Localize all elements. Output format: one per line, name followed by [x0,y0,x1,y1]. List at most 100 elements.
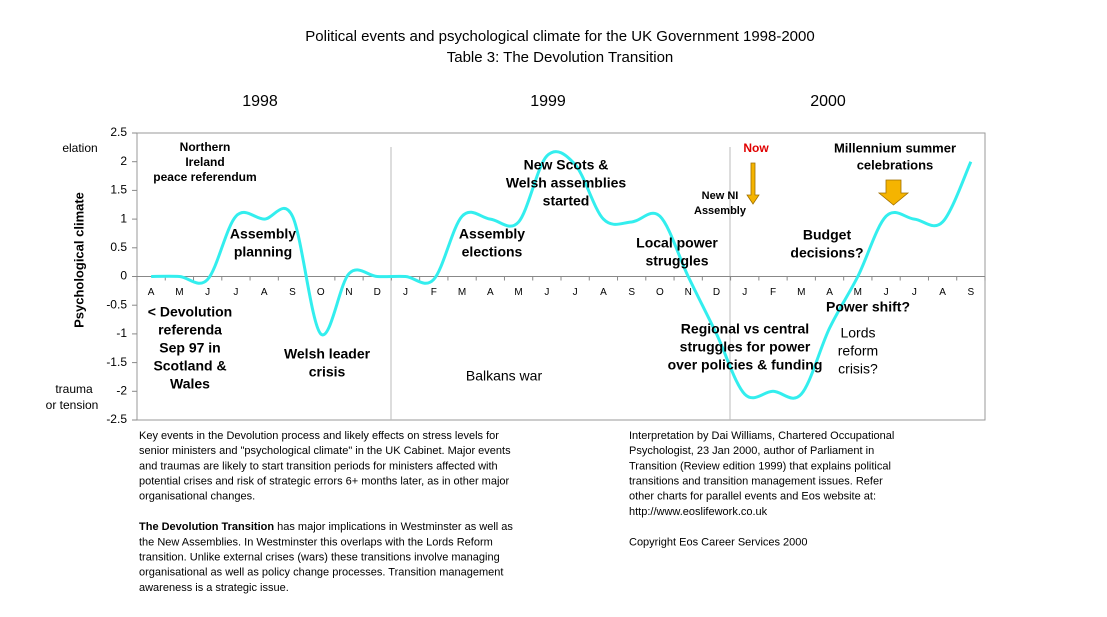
annotation: peace referendum [153,170,256,184]
x-tick-label: F [431,287,437,298]
y-tick-label: 1 [120,211,127,225]
x-tick-label: O [317,287,325,298]
x-tick-label: J [233,287,238,298]
annotation: Sep 97 in [159,340,220,356]
annotation: Local power [636,235,718,251]
note-line: and traumas are likely to start transiti… [139,460,498,472]
y-tick-label: -1.5 [106,355,127,369]
x-tick-label: A [939,287,946,298]
celebration-arrow [877,179,910,206]
annotation: struggles for power [680,339,811,355]
annotation: Lords [840,325,875,341]
notes: Key events in the Devolution process and… [139,430,894,594]
annotation: referenda [158,322,222,338]
annotation: Welsh leader [284,346,371,362]
annotation: Millennium summer [834,140,956,155]
annotation: crisis? [838,361,878,377]
note-line: Transition (Review edition 1999) that ex… [629,460,891,472]
y-axis-label: Psychological climate [71,192,86,328]
year-label: 1998 [242,93,278,110]
annotation: struggles [645,253,708,269]
chart-title: Political events and psychological clima… [305,28,814,45]
note-line: transition. Unlike external crises (wars… [139,552,500,564]
x-tick-label: S [289,287,296,298]
y-top-label: elation [62,141,97,155]
x-tick-label: A [261,287,268,298]
annotation: reform [838,343,878,359]
annotation: Scotland & [153,358,226,374]
note-line: organisational changes. [139,491,255,503]
y-tick-label: -0.5 [106,297,127,311]
chart-subtitle: Table 3: The Devolution Transition [447,49,674,66]
annotation: Budget [803,227,852,243]
x-tick-label: S [968,287,975,298]
note-line: organisational as well as policy change … [139,567,503,579]
y-bottom-label: trauma [55,382,93,396]
note-line: senior ministers and "psychological clim… [139,445,511,457]
x-tick-label: D [374,287,381,298]
y-tick-label: 1.5 [110,183,127,197]
y-tick-label: 0 [120,269,127,283]
y-bottom-label: or tension [46,398,99,412]
year-label: 2000 [810,93,846,110]
x-tick-label: J [573,287,578,298]
annotation: crisis [309,364,346,380]
note-line: The Devolution Transition has major impl… [139,521,513,533]
year-label: 1999 [530,93,566,110]
note-line: http://www.eoslifework.co.uk [629,506,768,518]
x-tick-label: M [797,287,805,298]
note-line: awareness is a strategic issue. [139,582,289,594]
x-tick-label: J [742,287,747,298]
note-text: has major implications in Westminster as… [274,521,513,533]
x-tick-label: A [826,287,833,298]
y-tick-label: 0.5 [110,240,127,254]
annotation: Wales [170,376,210,392]
annotation: Assembly [230,226,296,242]
annotation: planning [234,244,292,260]
copyright: Copyright Eos Career Services 2000 [629,536,808,548]
x-tick-label: M [514,287,522,298]
x-tick-label: S [628,287,635,298]
annotation: celebrations [857,157,934,172]
x-tick-label: A [148,287,155,298]
y-tick-label: 2.5 [110,125,127,139]
x-tick-label: M [854,287,862,298]
annotation: Welsh assemblies [506,175,627,191]
x-tick-label: M [458,287,466,298]
y-tick-label: -2.5 [106,412,127,426]
annotation: Assembly [694,205,747,217]
note-line: Key events in the Devolution process and… [139,430,499,442]
annotation: Northern [180,140,231,154]
climate-line [151,150,973,400]
annotation: Assembly [459,226,525,242]
x-tick-label: J [912,287,917,298]
annotation: Power shift? [826,299,910,315]
x-tick-label: N [345,287,352,298]
x-tick-label: J [884,287,889,298]
annotation: over policies & funding [668,357,823,373]
x-tick-label: N [685,287,692,298]
note-line: Psychologist, 23 Jan 2000, author of Par… [629,445,874,457]
note-line: the New Assemblies. In Westminster this … [139,536,493,548]
note-line: potential crises and risk of strategic e… [139,476,510,488]
x-tick-label: A [600,287,607,298]
x-tick-label: O [656,287,664,298]
x-tick-label: M [175,287,183,298]
x-tick-label: F [770,287,776,298]
x-tick-label: D [713,287,720,298]
annotation: Balkans war [466,368,543,384]
annotation: Regional vs central [681,321,809,337]
note-line: Interpretation by Dai Williams, Chartere… [629,430,894,442]
annotation: started [543,193,590,209]
annotation: Ireland [185,155,224,169]
annotation: New NI [702,190,739,202]
annotation: decisions? [790,245,863,261]
x-tick-label: J [205,287,210,298]
now-arrow [746,162,760,205]
y-tick-label: -1 [116,326,127,340]
annotation: < Devolution [148,304,232,320]
note-line: other charts for parallel events and Eos… [629,491,876,503]
note-bold: The Devolution Transition [139,521,274,533]
